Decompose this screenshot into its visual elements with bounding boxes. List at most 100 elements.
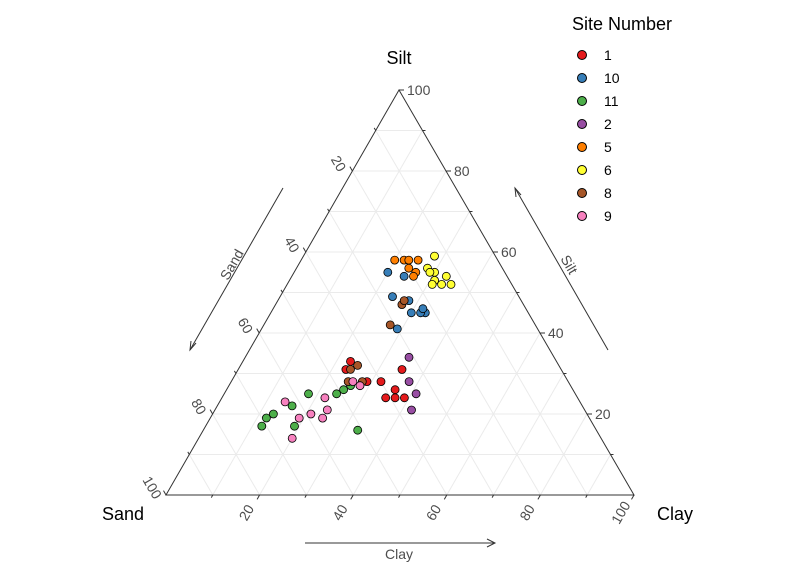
grid-line bbox=[446, 332, 541, 496]
legend-item: 2 bbox=[572, 112, 732, 135]
legend-label: 1 bbox=[604, 46, 612, 63]
data-point-site-6 bbox=[441, 271, 451, 281]
clay-arrow-label: Clay bbox=[385, 546, 413, 562]
silt-tick-label: 80 bbox=[454, 163, 470, 179]
data-point-site-6 bbox=[425, 267, 435, 277]
data-point-site-2 bbox=[404, 377, 414, 387]
silt-tick-label: 60 bbox=[501, 244, 517, 260]
clay-tick bbox=[256, 494, 261, 500]
data-point-site-11 bbox=[261, 413, 271, 423]
legend-swatch bbox=[577, 72, 587, 83]
clay-tick bbox=[585, 494, 588, 498]
legend-label: 2 bbox=[604, 115, 612, 132]
sand-tick-label: 80 bbox=[188, 396, 210, 418]
data-point-site-9 bbox=[320, 393, 330, 403]
data-point-site-11 bbox=[287, 401, 297, 411]
sand-tick-label: 20 bbox=[328, 153, 350, 175]
data-point-site-2 bbox=[407, 405, 416, 415]
data-point-site-2 bbox=[411, 389, 421, 399]
sand-tick bbox=[280, 289, 283, 293]
legend-title: Site Number bbox=[572, 14, 673, 34]
legend-item: 10 bbox=[572, 66, 732, 89]
data-point-site-6 bbox=[427, 279, 437, 289]
legend-label: 5 bbox=[604, 138, 612, 155]
legend: Site Number 1 10 11 2 5 6 8 9 bbox=[572, 14, 732, 227]
grid-line bbox=[399, 292, 517, 496]
grid-line bbox=[328, 211, 495, 496]
grid-line bbox=[305, 211, 470, 496]
legend-label: 8 bbox=[604, 184, 612, 201]
grid-line bbox=[188, 454, 214, 496]
data-point-site-8 bbox=[399, 296, 409, 306]
legend-swatch bbox=[577, 210, 587, 221]
data-point-site-2 bbox=[404, 352, 414, 362]
clay-tick bbox=[304, 494, 307, 498]
grid-line bbox=[258, 332, 354, 496]
silt-arrow-shaft bbox=[514, 187, 609, 351]
data-point-site-6 bbox=[437, 279, 447, 289]
vertex-label-silt: Silt bbox=[386, 48, 411, 68]
data-point-site-1 bbox=[399, 393, 409, 403]
grid-line bbox=[375, 130, 588, 496]
data-point-site-5 bbox=[404, 263, 414, 273]
legend-label: 10 bbox=[604, 69, 620, 86]
sand-tick bbox=[163, 490, 167, 496]
sand-tick bbox=[349, 166, 353, 172]
grid-line bbox=[586, 454, 611, 496]
data-point-site-9 bbox=[306, 409, 316, 419]
legend-swatch bbox=[577, 141, 587, 152]
silt-tick-label: 100 bbox=[407, 82, 431, 98]
data-point-site-9 bbox=[318, 413, 328, 423]
data-point-site-1 bbox=[346, 356, 355, 366]
clay-arrow-head bbox=[486, 538, 497, 548]
grid-line bbox=[212, 130, 423, 496]
data-points bbox=[257, 251, 456, 443]
data-point-site-5 bbox=[390, 255, 400, 265]
grid-line bbox=[539, 413, 588, 496]
data-point-site-11 bbox=[304, 389, 313, 399]
legend-item: 11 bbox=[572, 89, 732, 112]
data-point-site-9 bbox=[287, 433, 297, 443]
silt-tick-label: 40 bbox=[548, 325, 564, 341]
vertex-label-clay: Clay bbox=[657, 504, 693, 524]
data-point-site-11 bbox=[332, 389, 342, 399]
clay-tick-label: 60 bbox=[423, 502, 445, 524]
clay-tick bbox=[491, 494, 495, 498]
legend-item: 9 bbox=[572, 204, 732, 227]
clay-tick bbox=[443, 494, 448, 500]
data-point-site-8 bbox=[346, 364, 355, 374]
legend-item: 6 bbox=[572, 158, 732, 181]
legend-swatch bbox=[577, 118, 587, 129]
sand-tick bbox=[373, 127, 377, 131]
sand-arrow-shaft bbox=[189, 187, 284, 351]
data-point-site-1 bbox=[390, 393, 400, 403]
legend-item: 5 bbox=[572, 135, 732, 158]
data-point-site-11 bbox=[257, 421, 267, 431]
data-point-site-1 bbox=[397, 365, 407, 374]
legend-label: 9 bbox=[604, 207, 612, 224]
sand-arrow-head bbox=[189, 340, 197, 352]
sand-tick bbox=[233, 370, 237, 374]
data-point-site-8 bbox=[385, 320, 395, 330]
legend-swatch bbox=[577, 164, 587, 175]
data-point-site-10 bbox=[406, 308, 416, 318]
data-point-site-9 bbox=[280, 397, 290, 407]
data-point-site-10 bbox=[392, 324, 402, 334]
legend-label: 6 bbox=[604, 161, 612, 178]
sand-tick bbox=[256, 328, 260, 334]
legend-swatch bbox=[577, 49, 587, 60]
sand-arrow-label: Sand bbox=[217, 246, 247, 282]
data-point-site-1 bbox=[376, 377, 386, 387]
silt-tick-label: 20 bbox=[595, 406, 611, 422]
legend-swatch bbox=[577, 187, 587, 198]
clay-tick-label: 100 bbox=[608, 498, 634, 526]
data-point-site-11 bbox=[353, 425, 363, 435]
clay-tick bbox=[631, 494, 635, 500]
data-point-site-10 bbox=[388, 292, 397, 302]
legend-item: 1 bbox=[572, 43, 732, 66]
clay-tick-label: 20 bbox=[235, 502, 257, 524]
data-point-site-10 bbox=[383, 267, 393, 277]
grid-line bbox=[493, 373, 564, 496]
silt-arrow-label: Silt bbox=[558, 252, 582, 277]
grid bbox=[188, 130, 611, 496]
